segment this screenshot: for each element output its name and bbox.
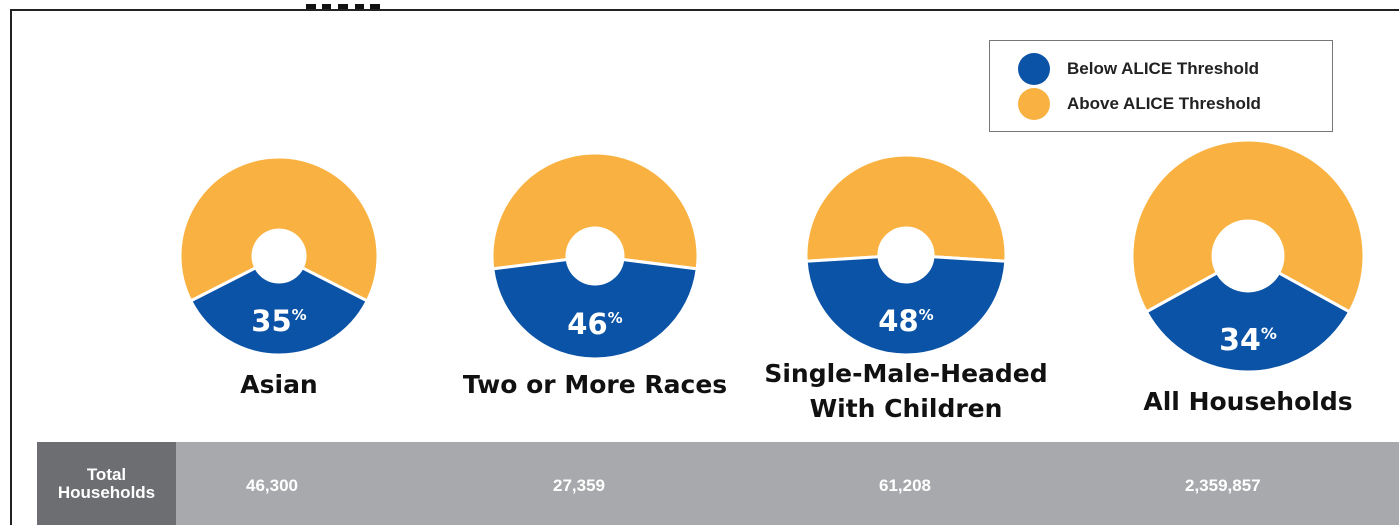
- donut-chart-0: 35%Asian: [178, 155, 380, 399]
- category-label-1-0: Two or More Races: [463, 370, 727, 399]
- slice-below-0: [188, 265, 370, 357]
- total-households-value-two-or-more: 27,359: [553, 476, 605, 495]
- chart-frame: [10, 9, 1399, 525]
- cropped-title-fragment: [300, 0, 420, 9]
- legend-item-above: Above ALICE Threshold: [1018, 88, 1261, 120]
- legend-item-below: Below ALICE Threshold: [1018, 53, 1259, 85]
- category-label-3-0: All Households: [1143, 387, 1352, 416]
- legend-label-below: Below ALICE Threshold: [1067, 59, 1260, 78]
- slice-above-2: [804, 153, 1008, 263]
- total-households-header: Total Households: [37, 442, 176, 525]
- legend: Below ALICE Threshold Above ALICE Thresh…: [989, 40, 1333, 132]
- total-households-row: Total Households 46,300 27,359 61,208 2,…: [37, 442, 1399, 525]
- header-line-1: Total: [86, 464, 127, 484]
- percent-sign-3: %: [1261, 324, 1277, 343]
- slice-above-3: [1130, 138, 1366, 314]
- percent-sign-0: %: [292, 306, 307, 324]
- header-line-2: Households: [57, 482, 156, 502]
- donut-chart-1: 46%Two or More Races: [463, 151, 727, 399]
- category-label-0-0: Asian: [240, 370, 317, 399]
- cropped-title-glyphs: [306, 4, 380, 9]
- slice-above-1: [490, 151, 700, 271]
- total-households-value-all: 2,359,857: [1185, 476, 1261, 495]
- total-households-value-single-male: 61,208: [879, 476, 931, 495]
- slice-above-0: [178, 155, 380, 303]
- legend-label-above: Above ALICE Threshold: [1067, 94, 1261, 113]
- percent-sign-2: %: [919, 306, 934, 324]
- legend-swatch-above: [1018, 88, 1050, 120]
- percent-sign-1: %: [608, 309, 623, 327]
- slice-below-2: [804, 255, 1008, 357]
- slice-below-3: [1144, 270, 1352, 374]
- total-households-value-asian: 46,300: [246, 476, 298, 495]
- donut-chart-3: 34%All Households: [1130, 138, 1366, 416]
- legend-swatch-below: [1018, 53, 1050, 85]
- category-label-2-1: With Children: [810, 394, 1003, 423]
- category-label-2-0: Single-Male-Headed: [764, 359, 1047, 388]
- slice-below-1: [491, 257, 699, 361]
